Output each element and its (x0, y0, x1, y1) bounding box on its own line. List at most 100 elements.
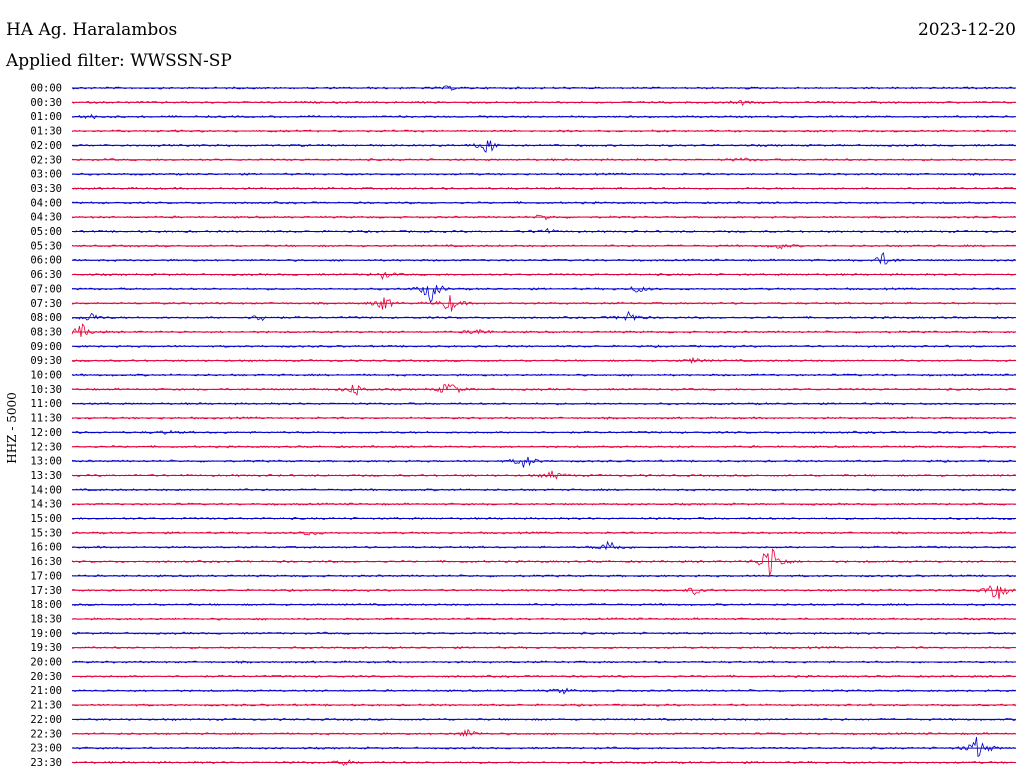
time-tick-label: 20:00 (30, 657, 62, 669)
seismic-trace (71, 502, 1016, 506)
time-tick-label: 16:00 (30, 542, 62, 554)
seismic-trace (71, 631, 1016, 635)
time-tick-label: 03:00 (30, 169, 62, 181)
time-tick-label: 22:00 (30, 714, 62, 726)
time-tick-label: 02:00 (30, 140, 62, 152)
time-tick-label: 21:00 (30, 685, 62, 697)
time-tick-label: 04:00 (30, 197, 62, 209)
time-tick-label: 19:30 (30, 642, 62, 654)
seismic-trace (71, 674, 1016, 678)
time-tick-label: 20:30 (30, 671, 62, 683)
time-tick-label: 21:30 (30, 700, 62, 712)
seismic-trace (71, 516, 1016, 521)
time-tick-label: 07:30 (30, 298, 62, 310)
seismic-trace (71, 99, 1016, 107)
seismic-trace (71, 323, 1016, 337)
time-tick-label: 22:30 (30, 728, 62, 740)
time-tick-label: 05:30 (30, 240, 62, 252)
time-tick-label: 15:30 (30, 527, 62, 539)
seismic-trace (71, 617, 1016, 621)
time-tick-label: 04:30 (30, 212, 62, 224)
seismic-trace (71, 548, 1016, 576)
time-tick-label: 01:30 (30, 126, 62, 138)
seismic-trace (71, 186, 1016, 191)
time-tick-label: 09:30 (30, 355, 62, 367)
time-tick-label: 03:30 (30, 183, 62, 195)
time-tick-label: 12:30 (30, 441, 62, 453)
seismic-trace (71, 201, 1016, 205)
time-tick-label: 17:00 (30, 570, 62, 582)
seismic-trace (71, 717, 1016, 722)
seismic-trace (71, 373, 1016, 377)
seismic-trace (71, 444, 1016, 449)
seismic-trace (71, 243, 1016, 250)
time-tick-label: 10:00 (30, 370, 62, 382)
time-tick-label: 19:00 (30, 628, 62, 640)
seismic-trace (71, 540, 1016, 551)
time-tick-label: 00:30 (30, 97, 62, 109)
filter-label: Applied filter: WWSSN-SP (6, 51, 232, 71)
time-tick-label: 08:30 (30, 326, 62, 338)
time-tick-label: 11:30 (30, 413, 62, 425)
seismic-trace (71, 402, 1016, 406)
time-tick-label: 10:30 (30, 384, 62, 396)
time-tick-label: 09:00 (30, 341, 62, 353)
seismic-trace (71, 157, 1016, 162)
time-tick-label: 11:00 (30, 398, 62, 410)
time-tick-label: 12:00 (30, 427, 62, 439)
seismic-trace (71, 687, 1016, 695)
seismic-trace (71, 759, 1016, 767)
time-tick-label: 16:30 (30, 556, 62, 568)
seismic-trace (71, 113, 1016, 120)
time-tick-label: 02:30 (30, 154, 62, 166)
seismic-trace (71, 271, 1016, 281)
seismic-trace (71, 172, 1016, 176)
time-tick-label: 14:30 (30, 499, 62, 511)
seismic-trace (71, 214, 1016, 221)
seismic-trace (71, 310, 1016, 322)
seismic-trace (71, 660, 1016, 664)
seismic-trace (71, 488, 1016, 492)
seismic-trace (72, 295, 1016, 312)
seismic-trace (71, 728, 1016, 737)
time-tick-label: 23:30 (30, 757, 62, 769)
seismic-trace (72, 227, 1016, 234)
time-tick-label: 06:30 (30, 269, 62, 281)
seismic-trace (71, 416, 1016, 420)
seismic-trace (72, 645, 1016, 650)
time-tick-label: 18:30 (30, 613, 62, 625)
time-tick-label: 14:00 (30, 484, 62, 496)
time-tick-label: 13:30 (30, 470, 62, 482)
station-title: HA Ag. Haralambos (6, 20, 178, 40)
seismic-trace (71, 129, 1016, 133)
seismic-trace (71, 285, 1016, 303)
time-tick-label: 13:00 (30, 456, 62, 468)
seismic-trace (71, 736, 1016, 758)
seismic-trace (71, 344, 1016, 348)
seismic-trace (71, 703, 1016, 707)
time-tick-label: 08:00 (30, 312, 62, 324)
time-tick-label: 15:00 (30, 513, 62, 525)
time-tick-label: 00:00 (30, 83, 62, 95)
time-tick-label: 17:30 (30, 585, 62, 597)
seismic-trace (71, 85, 1016, 91)
seismic-trace (71, 531, 1016, 536)
seismic-trace (71, 602, 1016, 607)
seismic-trace (71, 252, 1016, 265)
time-tick-label: 07:00 (30, 283, 62, 295)
seismic-trace (71, 429, 1016, 435)
time-tick-label: 23:00 (30, 743, 62, 755)
seismic-trace (71, 383, 1016, 397)
seismic-trace (71, 585, 1016, 600)
seismic-trace (71, 356, 1016, 364)
time-tick-label: 06:00 (30, 255, 62, 267)
seismic-trace (71, 140, 1016, 153)
time-tick-label: 18:00 (30, 599, 62, 611)
seismic-trace (71, 574, 1016, 578)
time-tick-label: 05:00 (30, 226, 62, 238)
seismic-trace (71, 456, 1016, 468)
seismic-trace (71, 470, 1016, 480)
date-label: 2023-12-20 (917, 20, 1016, 40)
time-tick-label: 01:00 (30, 111, 62, 123)
